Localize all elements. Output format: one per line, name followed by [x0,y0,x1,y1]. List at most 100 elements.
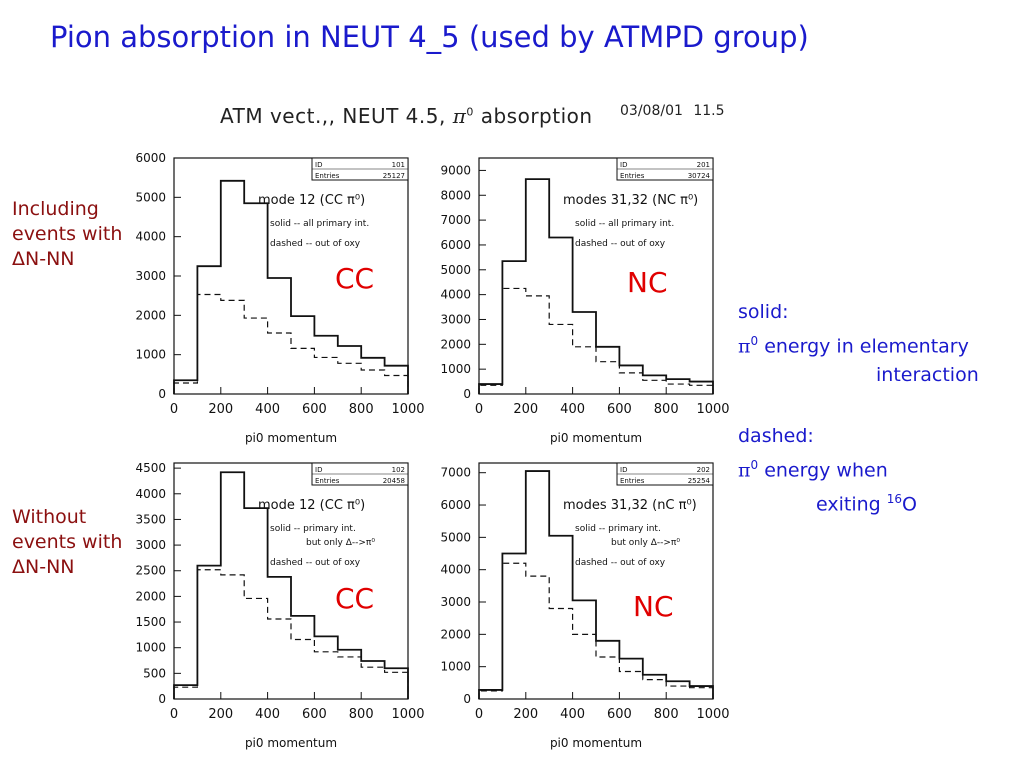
legend-dashed: dashed: π0 energy when exiting 16O [738,422,917,520]
y-tick-label: 0 [158,692,166,706]
legend-solid-pi-sup: 0 [750,334,759,348]
series-dashed [478,287,714,394]
x-tick-label: 600 [302,707,327,722]
annotation-4: dashed -- out of oxy [270,558,361,568]
annotation-3: dashed -- out of oxy [270,239,361,249]
figure-date: 03/08/01 11.5 [620,103,725,119]
x-tick-label: 0 [475,707,483,722]
x-tick-label: 800 [654,707,679,722]
y-tick-label: 2000 [440,337,471,351]
y-tick-label: 7000 [440,213,471,227]
y-tick-label: 9000 [440,163,471,177]
x-tick-label: 400 [560,402,585,417]
x-axis-label: pi0 momentum [245,431,337,445]
figure-header-suffix: absorption [480,104,593,128]
x-tick-label: 400 [255,707,280,722]
x-axis-label: pi0 momentum [245,736,337,750]
y-tick-label: 8000 [440,188,471,202]
annotation-2: solid -- all primary int. [575,219,674,229]
y-tick-label: 1000 [440,660,471,674]
annotation-3: but only Δ-->π⁰ [611,538,680,548]
x-tick-label: 400 [560,707,585,722]
series-solid [173,179,409,394]
histogram-top-left: 0 1000 2000 3000 4000 5000 6000 0 200 400 600 800 10… [135,151,424,445]
y-tick-label: 500 [143,666,166,680]
stats-id-label: ID [620,466,627,474]
legend-dashed-exiting: exiting [816,493,881,516]
y-tick-label: 6000 [440,238,471,252]
y-tick-label: 3000 [440,312,471,326]
series-solid [478,470,714,699]
legend-solid-line2: interaction [876,364,979,387]
annotation-3: dashed -- out of oxy [575,239,666,249]
stats-entries-value: 20458 [383,477,405,485]
legend-dashed-line1: π0 energy when [738,451,917,485]
x-tick-label: 200 [208,707,233,722]
row-label-top: Including events with ΔN-NN [12,197,122,272]
histogram-bottom-right: 0 1000 2000 3000 4000 5000 6000 7000 0 200 400 600 8… [440,462,730,750]
row-label-bottom-line1: Without [12,506,87,528]
y-tick-label: 5000 [440,530,471,544]
x-tick-label: 1000 [391,402,424,417]
histogram-top-right: 0 1000 2000 3000 4000 5000 6000 7000 8000 9000 0 20… [440,157,730,445]
stats-id-label: ID [315,466,322,474]
stats-entries-label: Entries [315,477,340,485]
legend-solid: solid: π0 energy in elementary interacti… [738,298,979,390]
annotation-2: solid -- primary int. [270,524,356,534]
x-tick-label: 200 [513,707,538,722]
x-tick-label: 0 [475,402,483,417]
plot-frame [478,462,714,700]
legend-solid-pi: π [738,335,751,358]
x-axis-label: pi0 momentum [550,736,642,750]
x-tick-label: 200 [513,402,538,417]
stats-id-value: 101 [392,161,405,169]
x-tick-label: 800 [654,402,679,417]
y-tick-label: 1000 [135,348,166,362]
series-dashed [173,569,409,699]
tag-bottom-left: CC [335,582,375,615]
slide-title: Pion absorption in NEUT 4_5 (used by ATM… [50,20,809,54]
y-tick-label: 2000 [440,627,471,641]
y-tick-label: 6000 [440,498,471,512]
legend-dashed-text: energy when [764,459,888,482]
figure-header: ATM vect.,, NEUT 4.5, π0 absorption [220,104,593,128]
y-tick-label: 3000 [135,538,166,552]
stats-entries-value: 25254 [688,477,711,485]
y-tick-label: 4000 [440,288,471,302]
x-tick-label: 600 [607,402,632,417]
y-tick-label: 1500 [135,615,166,629]
x-tick-label: 600 [607,707,632,722]
x-tick-label: 0 [170,402,178,417]
pi-superscript: 0 [466,105,474,119]
annotation-3: but only Δ-->π⁰ [306,538,375,548]
series-solid [478,178,714,394]
x-tick-label: 200 [208,402,233,417]
legend-dashed-o-mass: 16 [886,492,903,507]
y-tick-label: 5000 [135,190,166,204]
stats-entries-label: Entries [620,172,645,180]
y-tick-label: 2000 [135,589,166,603]
pi-symbol: π [452,104,467,128]
x-tick-label: 400 [255,402,280,417]
row-label-bottom-line3: ΔN-NN [12,556,75,578]
stats-id-label: ID [620,161,627,169]
plot-frame [173,462,409,700]
legend-solid-title: solid: [738,301,789,323]
y-tick-label: 3000 [440,595,471,609]
tag-top-right: NC [627,266,668,299]
series-dashed [173,293,409,394]
row-label-bottom-line2: events with [12,531,123,553]
annotation-2: solid -- all primary int. [270,219,369,229]
plot-frame [478,157,714,395]
tag-top-left: CC [335,262,375,295]
figure-date-value: 03/08/01 [620,103,683,119]
row-label-top-line1: Including [12,198,99,220]
row-label-top-line2: events with [12,223,123,245]
stats-id-value: 102 [392,466,405,474]
tag-bottom-right: NC [633,590,674,623]
x-tick-label: 1000 [696,402,729,417]
x-tick-label: 0 [170,707,178,722]
y-tick-label: 0 [463,387,471,401]
x-tick-label: 1000 [696,707,729,722]
y-tick-label: 5000 [440,263,471,277]
